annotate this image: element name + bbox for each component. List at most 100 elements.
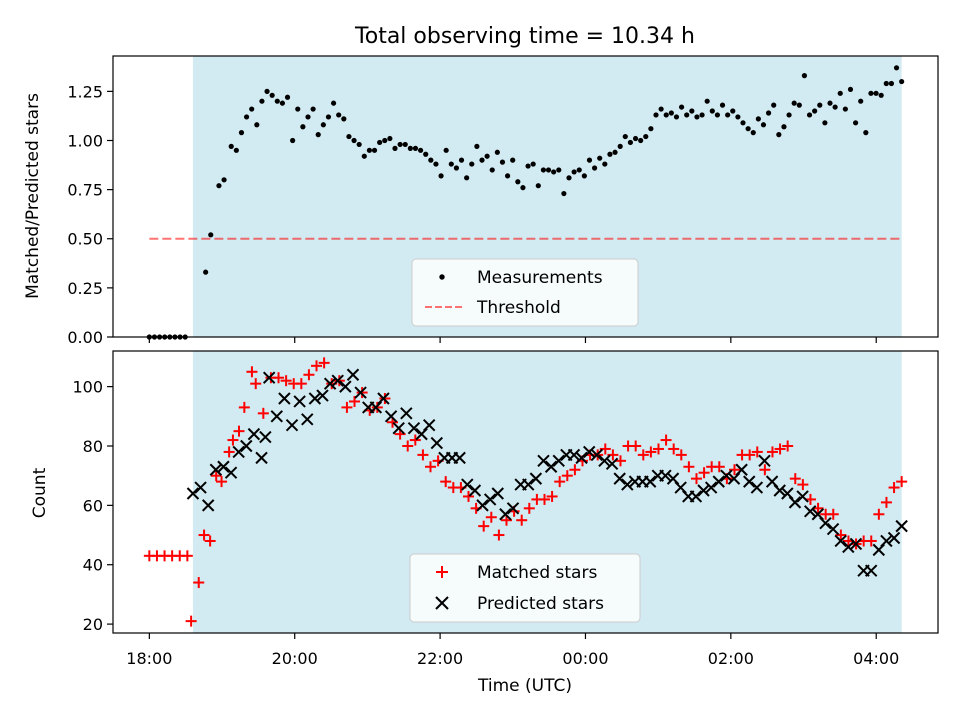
measurement-point <box>556 167 562 173</box>
predicted-star-point <box>826 522 840 536</box>
matched-star-point <box>683 461 695 473</box>
predicted-star-stroke-b <box>468 484 482 497</box>
bottom-legend: Matched stars Predicted stars <box>409 553 641 623</box>
top-panel-plot-area <box>146 65 905 340</box>
measurement-point <box>469 161 475 167</box>
matched-star-point <box>751 446 763 458</box>
matched-star-point <box>280 375 292 387</box>
predicted-star-stroke-b <box>461 478 474 491</box>
measurement-point <box>387 135 393 142</box>
measurement-point <box>474 143 480 149</box>
measurement-point <box>852 120 859 126</box>
matched-star-point <box>789 473 801 485</box>
predicted-star-point <box>643 475 657 488</box>
matched-star-point <box>216 476 228 488</box>
matched-star-point <box>417 449 429 461</box>
measurement-point <box>545 167 552 173</box>
predicted-star-point <box>887 531 901 545</box>
predicted-star-stroke-b <box>735 463 748 476</box>
measurement-point <box>382 137 388 144</box>
predicted-star-point <box>293 395 306 408</box>
measurement-point <box>361 153 367 159</box>
measurement-point <box>448 161 454 167</box>
predicted-star-point <box>453 451 466 465</box>
measurement-point <box>730 108 736 114</box>
predicted-star-point <box>232 445 245 459</box>
predicted-star-point <box>483 493 497 506</box>
predicted-star-point <box>849 537 863 551</box>
predicted-star-point <box>422 419 436 432</box>
predicted-star-point <box>712 475 725 488</box>
measurement-point <box>310 106 316 112</box>
predicted-star-point <box>796 490 809 503</box>
predicted-star-point <box>476 499 489 512</box>
predicted-star-point <box>590 448 604 462</box>
predicted-star-stroke-b <box>224 466 238 479</box>
predicted-star-stroke-b <box>880 534 893 548</box>
predicted-star-point <box>522 478 535 491</box>
predicted-star-point <box>339 380 352 393</box>
predicted-star-stroke-b <box>308 392 322 405</box>
matched-star-point <box>185 615 197 627</box>
predicted-star-stroke-b <box>499 508 512 521</box>
measurement-point <box>305 114 311 120</box>
matched-star-point <box>523 502 535 514</box>
matched-star-point <box>341 401 353 413</box>
matched-star-point <box>561 470 573 482</box>
predicted-star-stroke-b <box>316 389 329 402</box>
x-tick-label: 04:00 <box>853 649 899 668</box>
measurement-point <box>525 163 531 169</box>
predicted-star-stroke-b <box>346 368 360 381</box>
measurement-point <box>494 149 500 155</box>
predicted-star-stroke-b <box>712 475 725 488</box>
predicted-star-point <box>194 481 207 494</box>
measurement-point <box>694 114 700 120</box>
measurement-point <box>812 108 818 114</box>
matched-star-point <box>233 425 245 437</box>
matched-star-point <box>554 476 566 488</box>
measurement-point <box>755 116 761 122</box>
measurement-point <box>643 133 649 140</box>
measurement-point <box>330 100 337 106</box>
predicted-star-stroke-b <box>529 472 543 485</box>
legend-predicted-marker <box>435 596 449 610</box>
measurement-point <box>274 98 280 104</box>
measurement-point <box>883 80 889 87</box>
measurement-point <box>336 112 342 118</box>
predicted-star-point <box>491 487 504 500</box>
measurement-point <box>847 86 854 93</box>
matched-star-point <box>238 401 250 413</box>
measurement-point <box>221 177 227 183</box>
measurement-point <box>648 126 654 132</box>
predicted-star-stroke-b <box>278 392 291 405</box>
x-axis-label: Time (UTC) <box>477 676 572 696</box>
top-panel-frame <box>112 55 939 338</box>
matched-star-point <box>637 449 649 461</box>
predicted-star-stroke-b <box>522 478 535 491</box>
predicted-star-stroke-b <box>643 475 657 488</box>
predicted-star-point <box>346 368 360 381</box>
predicted-star-point <box>285 419 299 432</box>
predicted-star-stroke-b <box>186 487 200 500</box>
measurement-point <box>750 130 756 136</box>
measurement-point <box>781 124 787 130</box>
predicted-star-point <box>575 451 588 465</box>
predicted-star-stroke-b <box>354 386 367 399</box>
predicted-star-point <box>247 427 261 441</box>
measurement-point <box>617 143 623 149</box>
matched-star-point <box>402 440 414 452</box>
matched-star-point <box>246 366 258 378</box>
measurement-point <box>745 126 751 132</box>
legend-threshold-label: Threshold <box>476 298 561 318</box>
predicted-star-stroke-b <box>259 430 272 444</box>
top-y-tick-label: 0.00 <box>67 328 103 347</box>
matched-star-point <box>782 440 794 452</box>
predicted-star-point <box>331 374 344 387</box>
measurement-point <box>238 130 245 136</box>
predicted-star-stroke-b <box>240 439 253 453</box>
predicted-star-point <box>697 484 710 497</box>
measurement-point <box>366 147 373 153</box>
measurement-point <box>433 161 439 167</box>
measurement-point <box>699 112 705 118</box>
predicted-star-point <box>201 499 215 512</box>
